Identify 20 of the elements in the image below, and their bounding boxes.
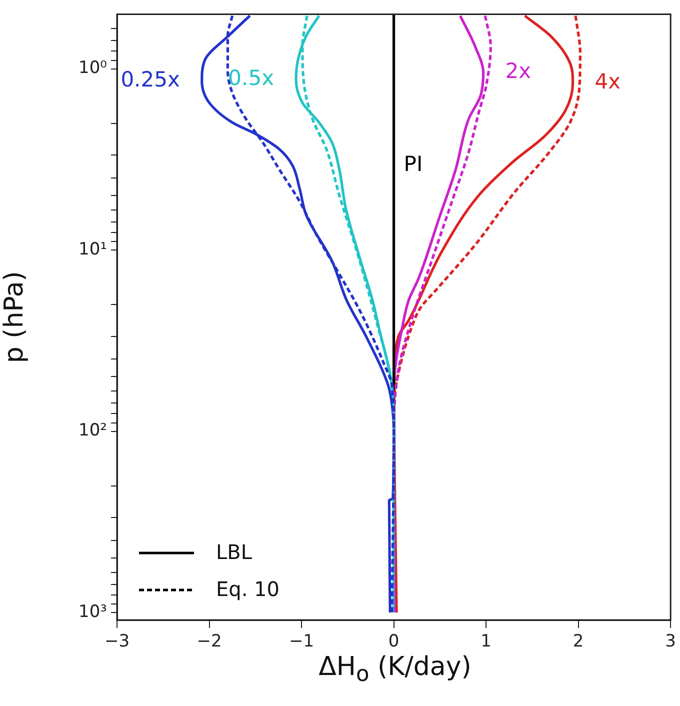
- y-tick-label: 10⁰: [78, 58, 108, 78]
- x-tick-label: 3: [665, 632, 676, 652]
- x-tick-label: 0: [388, 632, 400, 652]
- y-axis-title: p (hPa): [0, 271, 30, 364]
- series-label: 0.5x: [228, 66, 274, 90]
- legend-label: Eq. 10: [216, 577, 280, 602]
- x-axis-title: ΔH$_{o}$ (K/day): [318, 652, 472, 688]
- y-tick-label: 10¹: [78, 239, 107, 260]
- y-tick-label: 10³: [78, 602, 107, 622]
- x-tick-label: 1: [480, 632, 492, 652]
- series-label: 4x: [594, 70, 621, 94]
- x-tick-label: 2: [572, 632, 584, 652]
- x-tick-label: −2: [196, 632, 222, 652]
- series-label: PI: [404, 152, 423, 176]
- x-tick-label: −3: [104, 632, 130, 652]
- series-label: 2x: [505, 59, 532, 84]
- legend-label: LBL: [216, 540, 253, 564]
- series-label: 0.25x: [120, 68, 180, 92]
- x-tick-label: −1: [289, 632, 314, 652]
- y-tick-label: 10²: [78, 420, 107, 441]
